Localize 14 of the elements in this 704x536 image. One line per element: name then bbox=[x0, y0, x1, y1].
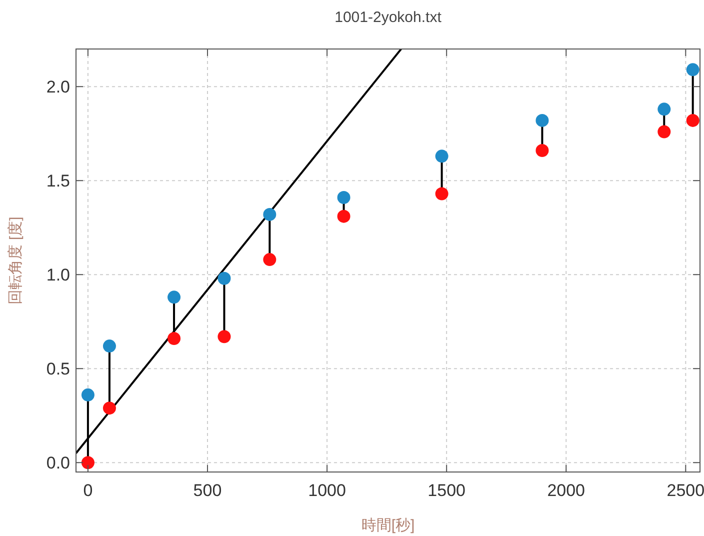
y-tick-label: 0.0 bbox=[46, 454, 70, 473]
x-tick-label: 1500 bbox=[428, 481, 466, 500]
x-axis-title: 時間[秒] bbox=[361, 517, 415, 534]
x-tick-label: 1000 bbox=[308, 481, 346, 500]
y-tick-label: 1.0 bbox=[46, 266, 70, 285]
x-tick-label: 2500 bbox=[666, 481, 704, 500]
y-tick-label: 2.0 bbox=[46, 78, 70, 97]
x-tick-label: 500 bbox=[193, 481, 222, 500]
x-tick-label: 0 bbox=[83, 481, 93, 500]
y-axis-title: 回転角度 [度] bbox=[7, 216, 24, 304]
chart-title: 1001-2yokoh.txt bbox=[334, 9, 442, 26]
x-tick-label: 2000 bbox=[547, 481, 586, 500]
y-tick-label: 0.5 bbox=[46, 360, 70, 379]
y-tick-label: 1.5 bbox=[46, 172, 70, 191]
